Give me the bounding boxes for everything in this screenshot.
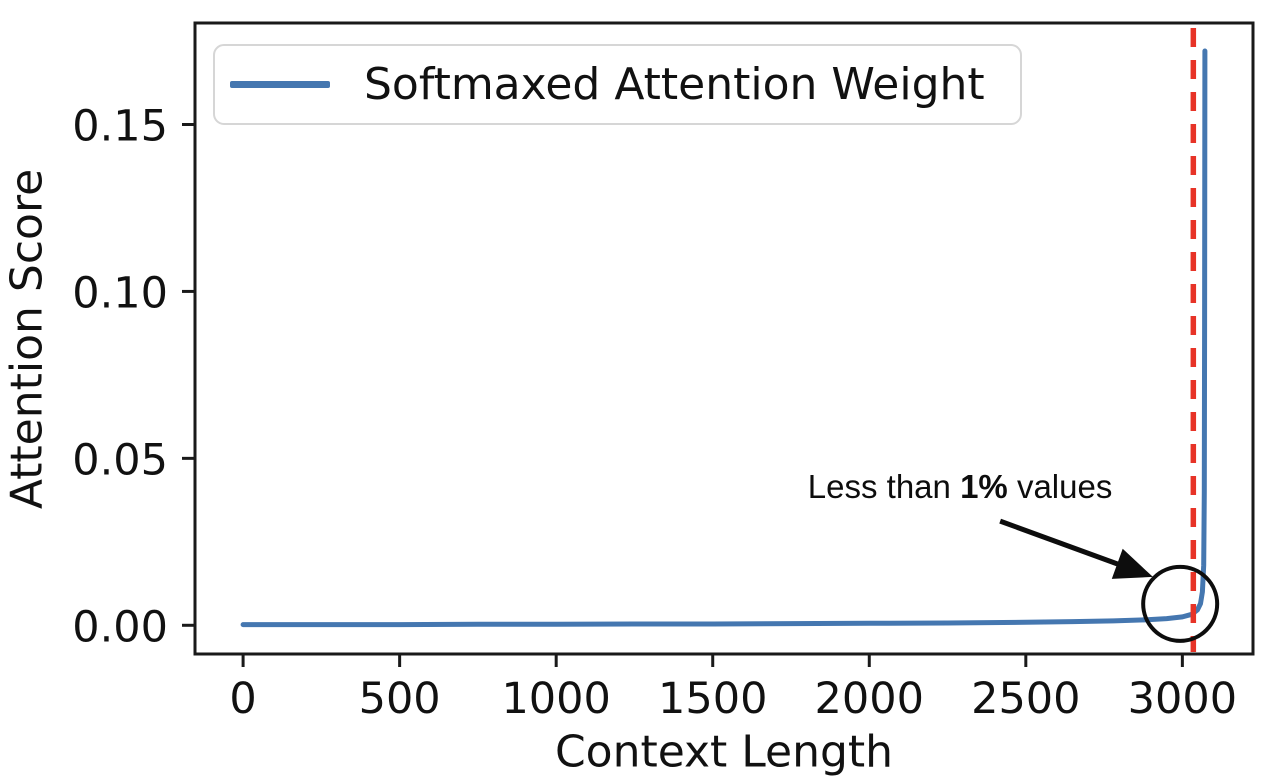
legend: Softmaxed Attention Weight — [213, 44, 1022, 125]
y-tick-label: 0.05 — [72, 435, 168, 485]
y-tick-label: 0.00 — [72, 602, 168, 652]
y-axis-label: Attention Score — [1, 168, 53, 510]
annotation-arrow-head-icon — [1111, 548, 1153, 579]
y-tick-label: 0.15 — [72, 101, 168, 151]
x-tick-label: 0 — [229, 674, 256, 724]
x-tick-label: 2000 — [815, 674, 924, 724]
x-tick-label: 500 — [359, 674, 441, 724]
annotation-text-bold: 1% — [960, 468, 1008, 506]
highlight-circle — [1141, 564, 1220, 643]
x-tick-label: 2500 — [971, 674, 1080, 724]
x-tick-label: 1500 — [658, 674, 767, 724]
axes-spines — [193, 21, 1255, 656]
annotation-text-suffix: values — [1007, 468, 1113, 506]
annotation-text-prefix: Less than — [807, 468, 961, 506]
x-tick-label: 3000 — [1128, 674, 1237, 724]
legend-line-sample-icon — [230, 81, 330, 88]
x-axis-label: Context Length — [554, 726, 894, 778]
x-tick-label: 1000 — [501, 674, 610, 724]
y-tick-label: 0.10 — [72, 268, 168, 318]
legend-label: Softmaxed Attention Weight — [364, 59, 985, 110]
attention-curve — [240, 48, 1208, 628]
annotation-text: Less than 1% values — [808, 468, 1113, 506]
annotation-arrow-shaft — [999, 518, 1130, 571]
